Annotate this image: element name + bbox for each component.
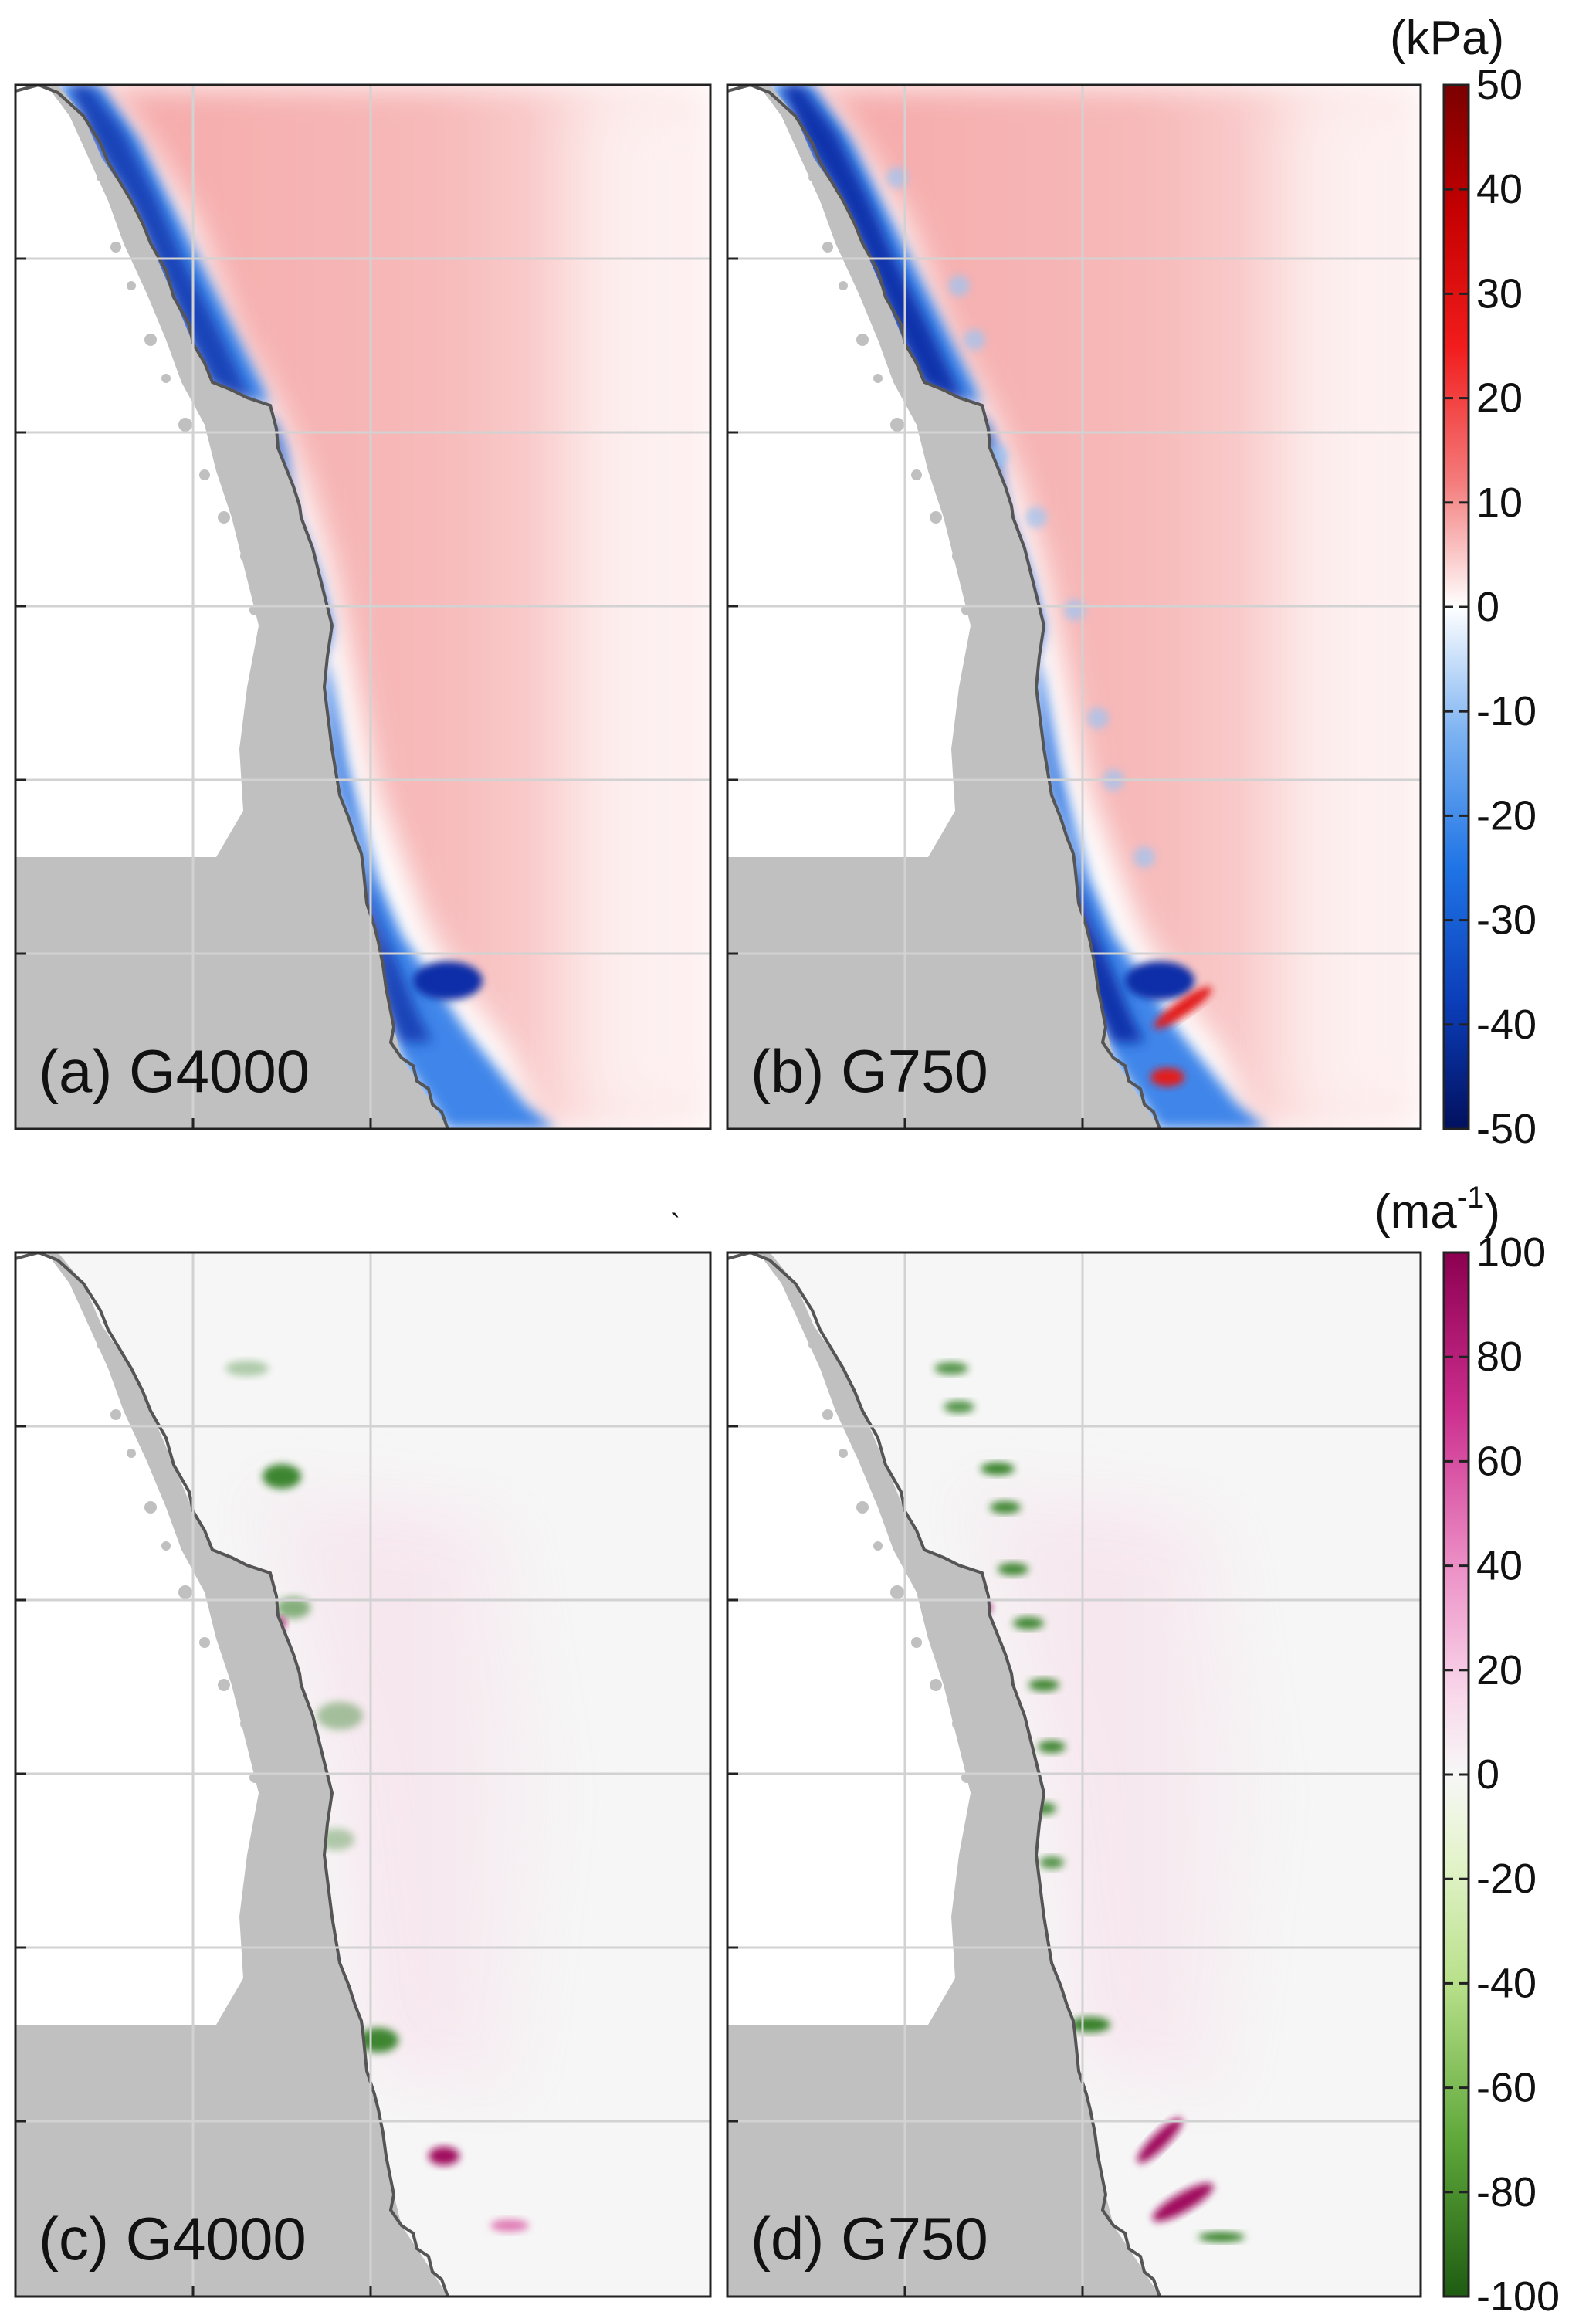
panel-b-plot (727, 85, 1421, 1129)
colorbar-rate-tick-label: 20 (1476, 1647, 1523, 1693)
negative-spot-1 (944, 1401, 974, 1413)
speckle-0 (886, 167, 908, 188)
negative-spot-7 (1038, 1741, 1066, 1753)
colorbar-stress-tick-label: -30 (1476, 897, 1537, 944)
positive-spot-2 (490, 2219, 529, 2232)
negative-spot-5 (1013, 1617, 1044, 1629)
negative-spot-2 (276, 1597, 310, 1619)
speckle-2 (964, 329, 985, 351)
land-interior (15, 85, 259, 857)
fjord-negative (413, 961, 483, 1000)
colorbar-rate-tick-label: 0 (1476, 1751, 1499, 1798)
colorbar-rate-tick-label: 40 (1476, 1543, 1523, 1589)
colorbar-stress-tick-label: 10 (1476, 480, 1523, 526)
unit-bottom: (ma-1) (1374, 1181, 1500, 1239)
speckle-8 (1133, 846, 1155, 868)
panel-a-plot (15, 85, 710, 1129)
fjord-positive-2 (1150, 1068, 1184, 1086)
negative-spot-south (1198, 2232, 1245, 2242)
colorbar-stress-tick-label: -10 (1476, 688, 1537, 734)
colorbar-rate-tick-label: -100 (1476, 2273, 1560, 2320)
panel-label: (b) G750 (751, 1037, 988, 1105)
land-interior (727, 85, 971, 857)
panel-a: (a) G4000 (14, 83, 712, 1130)
speckle-6 (1087, 707, 1109, 729)
negative-spot-5 (358, 2028, 398, 2053)
colorbar-rate-tick-label: 100 (1476, 1229, 1546, 1276)
colorbar-rate-tick-label: -40 (1476, 1960, 1537, 2006)
land-interior (727, 1253, 971, 2025)
colorbar-stress-tick-label: 50 (1476, 62, 1523, 108)
stray-mark: ` (670, 1208, 680, 1242)
negative-spot-10 (1070, 2017, 1110, 2032)
panel-b: (b) G750 (726, 83, 1422, 1130)
positive-spot-1 (429, 2147, 459, 2165)
colorbar-stress-tick-label: 30 (1476, 270, 1523, 317)
unit-bottom-close: ) (1484, 1185, 1500, 1239)
unit-bottom-sup: -1 (1457, 1181, 1485, 1215)
speckle-4 (1025, 507, 1047, 528)
negative-spot-1 (263, 1464, 301, 1489)
speckle-5 (1064, 599, 1086, 621)
colorbar-rate-tick-label: 80 (1476, 1334, 1523, 1380)
panel-label: (c) G4000 (39, 2205, 307, 2273)
colorbar-rate-tick-label: -60 (1476, 2065, 1537, 2111)
speckle-1 (948, 275, 970, 297)
colorbar-stress-tick-label: -50 (1476, 1106, 1537, 1152)
fjord-negative (1125, 961, 1194, 1000)
positive-spot-1 (1137, 2117, 1183, 2164)
negative-spot-6 (1028, 1679, 1059, 1691)
colorbar-stress-tick-label: 20 (1476, 375, 1523, 422)
colorbar-rate: 100 80 60 40 20 0 -20 -40 -60 -80 -100 (1442, 1229, 1560, 2320)
panel-label: (d) G750 (751, 2205, 988, 2273)
panel-label: (a) G4000 (39, 1037, 310, 1105)
panel-d: (d) G750 (726, 1251, 1422, 2298)
unit-top: (kPa) (1390, 12, 1504, 65)
land-interior (15, 1253, 259, 2025)
colorbar-rate-tick-label: 60 (1476, 1438, 1523, 1484)
panel-c: (c) G4000 (14, 1251, 712, 2298)
negative-spot-4 (998, 1563, 1028, 1575)
colorbar-stress: 50 40 30 20 10 0 -10 -20 -30 -40 -50 (1442, 62, 1537, 1152)
colorbar-rate-tick-label: -80 (1476, 2169, 1537, 2215)
colorbar-stress-tick-label: -20 (1476, 792, 1537, 839)
colorbar-stress-tick-label: -40 (1476, 1002, 1537, 1048)
colorbar-stress-tick-label: 40 (1476, 166, 1523, 212)
negative-spot-0 (934, 1362, 968, 1375)
negative-spot-3 (317, 1702, 363, 1730)
colorbar-rate-tick-label: -20 (1476, 1856, 1537, 1902)
negative-spot-9 (1039, 1856, 1064, 1869)
panel-d-plot (727, 1253, 1421, 2297)
negative-spot-0 (225, 1361, 269, 1376)
negative-spot-3 (990, 1501, 1021, 1514)
unit-bottom-base: (ma (1374, 1185, 1457, 1239)
positive-spot-2 (1152, 2183, 1214, 2222)
fjord-positive (1154, 986, 1212, 1029)
negative-spot-2 (981, 1463, 1015, 1475)
colorbar-stress-tick-label: 0 (1476, 584, 1499, 630)
panel-c-plot (15, 1253, 710, 2297)
